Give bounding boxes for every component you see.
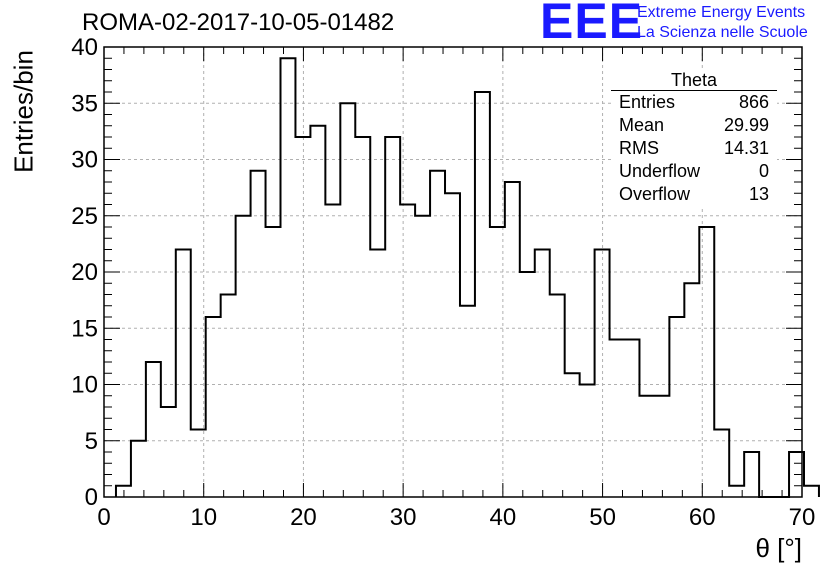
- histogram-bin: [505, 182, 520, 497]
- histogram-outline: [114, 57, 820, 498]
- eee-logo: EEE: [540, 0, 644, 49]
- histogram-bin: [804, 486, 819, 497]
- histogram-bin: [340, 103, 355, 497]
- histogram-bin: [625, 340, 640, 498]
- histogram-bin: [131, 441, 146, 497]
- histogram-bin: [355, 137, 370, 497]
- histogram-bin: [565, 373, 580, 497]
- histogram-bin: [370, 250, 385, 498]
- y-tick-label: 15: [71, 315, 98, 342]
- stats-value: 13: [748, 184, 769, 204]
- histogram-bin: [684, 283, 699, 497]
- histogram-bin: [610, 340, 625, 498]
- histogram-bin: [400, 205, 415, 498]
- histogram-bin: [266, 227, 281, 497]
- histogram-bin: [206, 317, 221, 497]
- logo-line-1: Extreme Energy Events: [637, 4, 806, 21]
- histogram-bin: [654, 396, 669, 497]
- histogram-bin: [221, 295, 236, 498]
- histogram-bin: [535, 250, 550, 498]
- histogram-bin: [310, 126, 325, 497]
- stats-row-mean: Mean 29.99: [611, 114, 777, 137]
- histogram-bin: [161, 407, 176, 497]
- x-tick-label: 70: [789, 504, 816, 531]
- stats-label: RMS: [619, 138, 659, 158]
- y-tick-label: 10: [71, 372, 98, 399]
- stats-row-underflow: Underflow 0: [611, 160, 777, 183]
- histogram-bin: [460, 306, 475, 497]
- y-axis-label: Entries/bin: [8, 50, 39, 173]
- stats-value: 866: [738, 92, 769, 112]
- x-tick-label: 60: [689, 504, 716, 531]
- histogram-bin: [744, 452, 759, 497]
- stats-label: Entries: [619, 92, 676, 112]
- logo-line-2: La Scienza nelle Scuole: [637, 24, 808, 41]
- histogram-bin: [415, 216, 430, 497]
- histogram-bin: [445, 193, 460, 497]
- y-tick-label: 20: [71, 259, 98, 286]
- stats-title: Theta: [611, 70, 777, 91]
- histogram-bin: [475, 92, 490, 497]
- x-tick-label: 50: [589, 504, 616, 531]
- histogram-bin: [251, 171, 266, 497]
- stats-label: Mean: [619, 115, 665, 135]
- histogram-bin: [325, 205, 340, 498]
- x-tick-label: 10: [190, 504, 217, 531]
- histogram-bin: [176, 250, 191, 498]
- y-tick-label: 25: [71, 203, 98, 230]
- x-tick-label: 40: [490, 504, 517, 531]
- stats-row-overflow: Overflow 13: [611, 183, 777, 206]
- stats-label: Overflow: [619, 184, 691, 204]
- stats-value: 0: [758, 161, 769, 181]
- y-tick-label: 30: [71, 147, 98, 174]
- histogram-bin: [280, 58, 295, 497]
- histogram-bin: [385, 137, 400, 497]
- x-tick-label: 20: [290, 504, 317, 531]
- stats-value: 29.99: [723, 115, 769, 135]
- stats-label: Underflow: [619, 161, 701, 181]
- stats-row-entries: Entries 866: [611, 91, 777, 114]
- x-tick-label: 30: [390, 504, 417, 531]
- histogram-bin: [639, 396, 654, 497]
- chart-title: ROMA-02-2017-10-05-01482: [82, 9, 395, 36]
- y-tick-label: 35: [71, 90, 98, 117]
- histogram-bin: [714, 430, 729, 498]
- y-tick-label: 0: [85, 484, 98, 511]
- stats-row-rms: RMS 14.31: [611, 137, 777, 160]
- histogram-bin: [699, 227, 714, 497]
- histogram-bin: [236, 216, 251, 497]
- histogram-bin: [550, 295, 565, 498]
- y-tick-label: 40: [71, 34, 98, 61]
- histogram-bin: [146, 362, 161, 497]
- x-tick-label: 0: [97, 504, 110, 531]
- x-axis-label: θ [°]: [755, 533, 802, 563]
- histogram-bin: [430, 171, 445, 497]
- stats-value: 14.31: [723, 138, 769, 158]
- histogram-bin: [669, 317, 684, 497]
- stats-box: Theta Entries 866 Mean 29.99 RMS 14.31 U…: [611, 70, 777, 206]
- logo-text: Extreme Energy Events La Scienza nelle S…: [637, 3, 808, 43]
- y-tick-label: 5: [85, 428, 98, 455]
